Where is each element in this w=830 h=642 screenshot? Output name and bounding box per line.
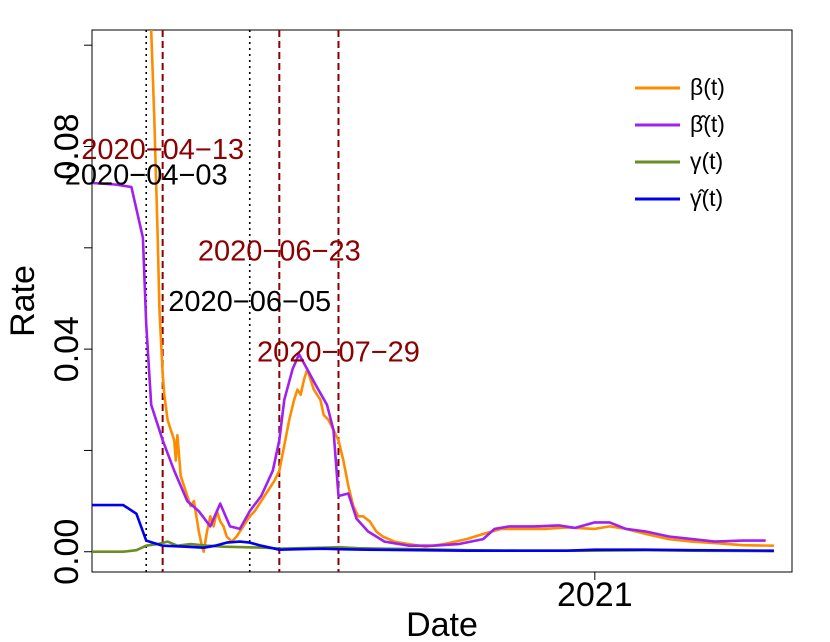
series-line-beta [149,30,774,554]
legend-label-gamma: γ(t) [690,148,723,174]
legend-label-beta_hat: β̂(t) [690,111,725,137]
y-axis-label: Rate [4,265,42,337]
annotation-label: 2020−07−29 [257,337,420,369]
y-tick-label: 0.00 [48,519,86,585]
legend-label-beta: β(t) [690,74,725,100]
axes: Date Rate 0.00 0.04 0.08 2021 [4,29,793,642]
annotation-label: 2020−04−03 [65,159,228,191]
series-line-gamma_hat [92,503,774,553]
legend: β(t) β̂(t) γ(t) γ̂(t) [635,74,725,211]
annotation-label: 2020−04−13 [81,134,244,166]
annotation-label: 2020−06−23 [198,235,361,267]
plot-frame [91,29,793,573]
series-line-beta_hat [92,181,766,548]
x-tick-label: 2021 [557,576,633,614]
annotation-label: 2020−06−05 [168,286,331,318]
legend-label-gamma_hat: γ̂(t) [690,185,723,211]
y-tick-label: 0.08 [48,113,86,179]
data-series [92,30,774,554]
y-tick-label: 0.04 [48,316,86,382]
x-axis-label: Date [406,606,478,642]
